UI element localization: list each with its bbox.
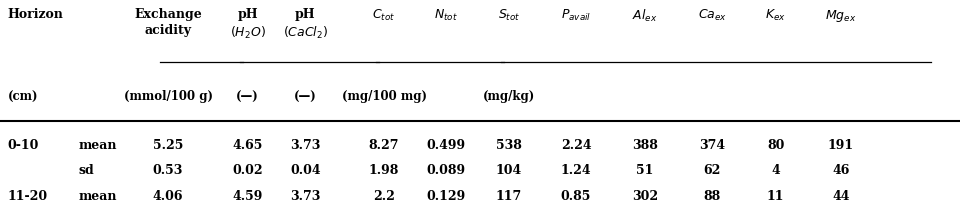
Text: (cm): (cm): [8, 90, 38, 103]
Text: 1.24: 1.24: [561, 164, 591, 177]
Text: 3.73: 3.73: [290, 190, 321, 202]
Text: 11: 11: [767, 190, 784, 202]
Text: 0.53: 0.53: [153, 164, 183, 177]
Text: 11-20: 11-20: [8, 190, 48, 202]
Text: mean: mean: [79, 139, 117, 152]
Text: 374: 374: [699, 139, 726, 152]
Text: 46: 46: [832, 164, 850, 177]
Text: 4.65: 4.65: [232, 139, 263, 152]
Text: (mg/100 mg): (mg/100 mg): [342, 90, 426, 103]
Text: $C_{tot}$: $C_{tot}$: [372, 8, 396, 23]
Text: $N_{tot}$: $N_{tot}$: [435, 8, 458, 23]
Text: 0.02: 0.02: [232, 164, 263, 177]
Text: 0.04: 0.04: [290, 164, 321, 177]
Text: (—): (—): [294, 90, 317, 103]
Text: mean: mean: [79, 190, 117, 202]
Text: 62: 62: [704, 164, 721, 177]
Text: 8.27: 8.27: [369, 139, 399, 152]
Text: $Ca_{ex}$: $Ca_{ex}$: [698, 8, 727, 23]
Text: 4.59: 4.59: [232, 190, 263, 202]
Text: Exchange
acidity: Exchange acidity: [134, 8, 202, 37]
Text: 4.06: 4.06: [153, 190, 183, 202]
Text: $K_{ex}$: $K_{ex}$: [765, 8, 786, 23]
Text: 0.85: 0.85: [561, 190, 591, 202]
Text: pH
$(CaCl_2)$: pH $(CaCl_2)$: [282, 8, 328, 41]
Text: 3.73: 3.73: [290, 139, 321, 152]
Text: 117: 117: [495, 190, 522, 202]
Text: sd: sd: [79, 164, 94, 177]
Text: (—): (—): [236, 90, 259, 103]
Text: 88: 88: [704, 190, 721, 202]
Text: (mmol/100 g): (mmol/100 g): [124, 90, 212, 103]
Text: 44: 44: [832, 190, 850, 202]
Text: 5.25: 5.25: [153, 139, 183, 152]
Text: 0-10: 0-10: [8, 139, 39, 152]
Text: pH
$(H_2O)$: pH $(H_2O)$: [229, 8, 266, 41]
Text: 302: 302: [632, 190, 659, 202]
Text: 104: 104: [495, 164, 522, 177]
Text: $P_{avail}$: $P_{avail}$: [561, 8, 591, 23]
Text: Horizon: Horizon: [8, 8, 63, 21]
Text: 388: 388: [633, 139, 658, 152]
Text: 538: 538: [496, 139, 521, 152]
Text: 80: 80: [767, 139, 784, 152]
Text: 4: 4: [771, 164, 780, 177]
Text: $S_{tot}$: $S_{tot}$: [497, 8, 520, 23]
Text: 191: 191: [828, 139, 854, 152]
Text: 1.98: 1.98: [369, 164, 399, 177]
Text: 0.129: 0.129: [427, 190, 466, 202]
Text: 51: 51: [636, 164, 654, 177]
Text: (mg/kg): (mg/kg): [483, 90, 535, 103]
Text: $Al_{ex}$: $Al_{ex}$: [633, 8, 658, 24]
Text: 2.2: 2.2: [373, 190, 395, 202]
Text: $Mg_{ex}$: $Mg_{ex}$: [826, 8, 856, 24]
Text: 2.24: 2.24: [561, 139, 591, 152]
Text: 0.089: 0.089: [427, 164, 466, 177]
Text: 0.499: 0.499: [427, 139, 466, 152]
